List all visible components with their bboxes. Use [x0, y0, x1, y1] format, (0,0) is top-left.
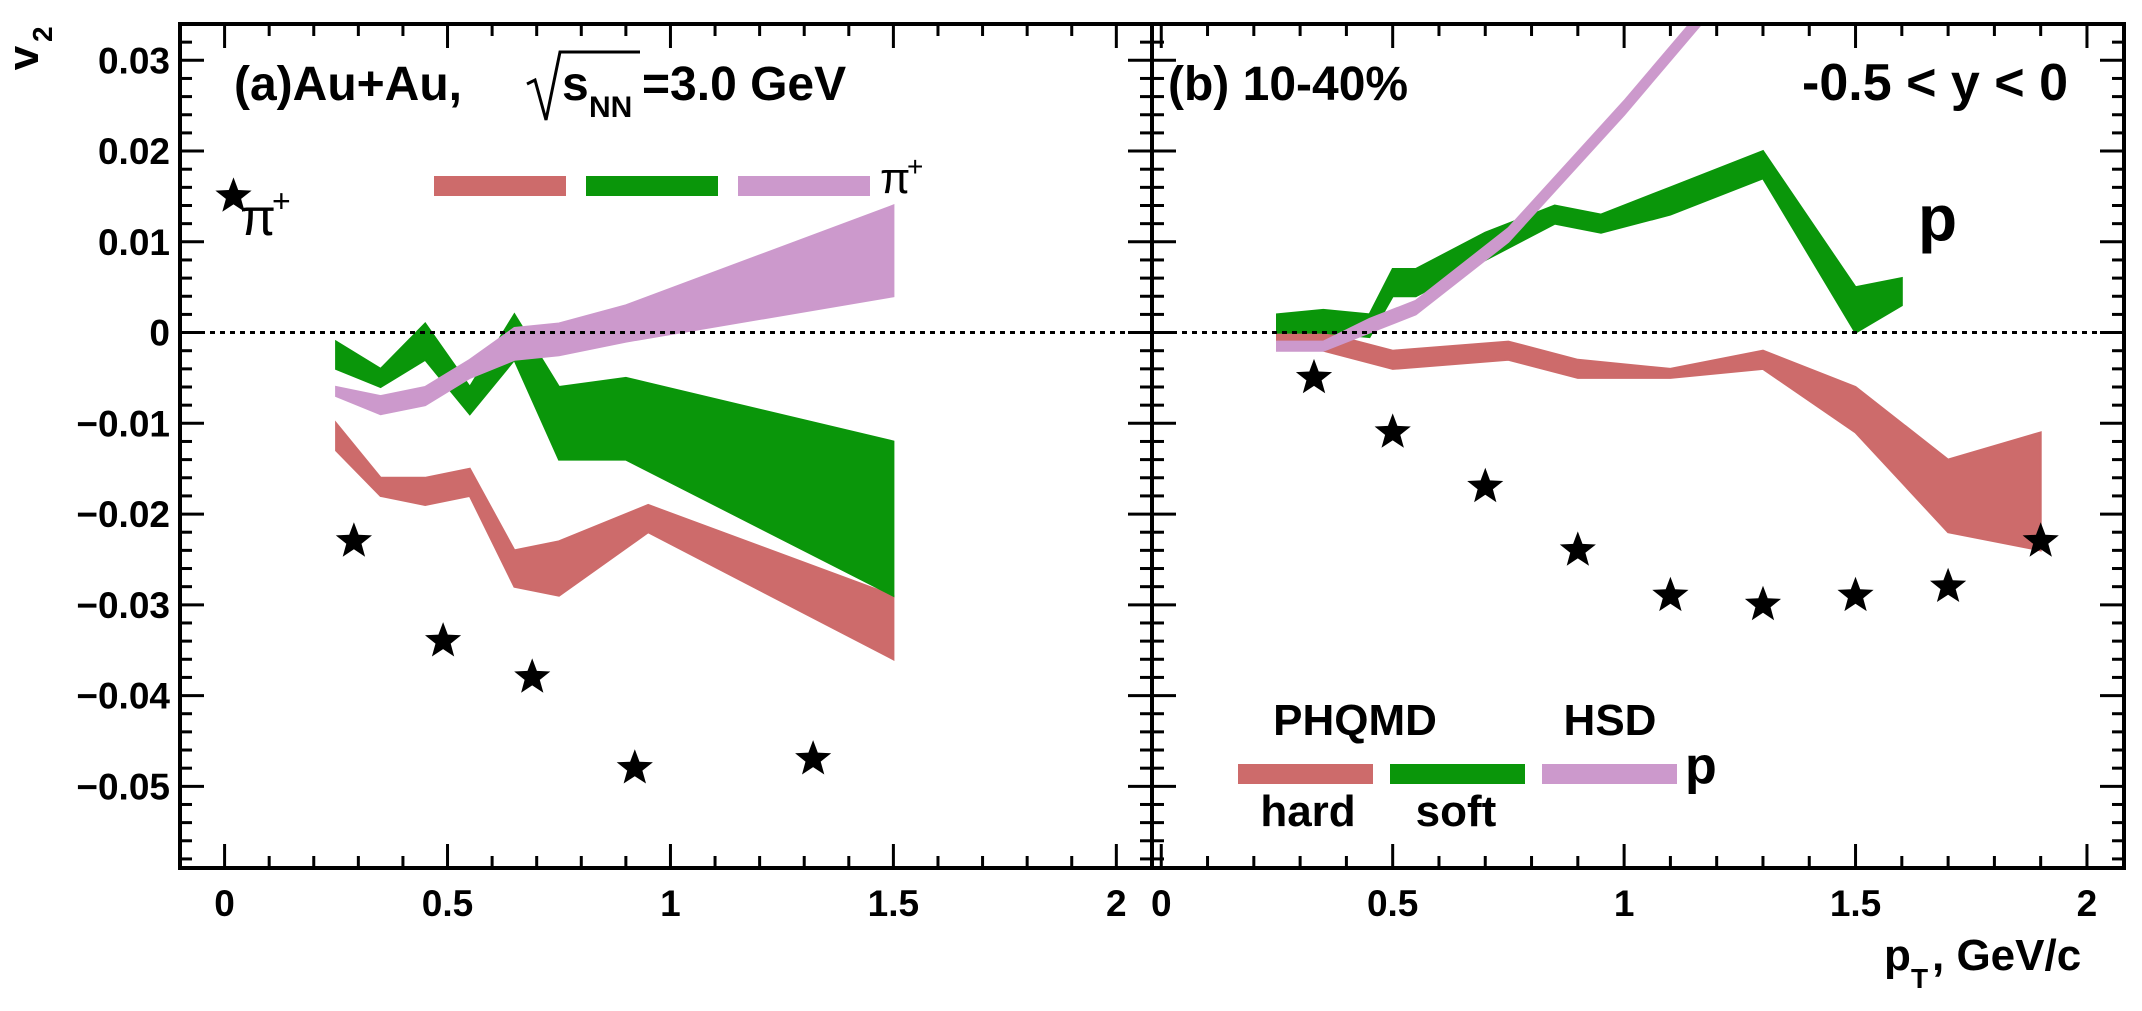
- panel-a-bands: [335, 204, 895, 661]
- panel-b-data-point: [1652, 576, 1689, 612]
- panel-a-band-hard: [335, 420, 895, 661]
- x-tick-label: 1: [1614, 883, 1635, 924]
- x-axis-title-p: p: [1884, 931, 1911, 980]
- x-tick-label: 1.5: [868, 883, 919, 924]
- panel-a-label-sqrt: s: [562, 58, 589, 111]
- panel-b-bands: [1276, 24, 2042, 552]
- legend-b-particle: p: [1685, 737, 1717, 795]
- panel-b-data-point: [1374, 413, 1411, 448]
- sqrt-sign: [526, 50, 640, 121]
- x-tick-label: 1.5: [1830, 883, 1881, 924]
- y-axis-title-sub: 2: [27, 26, 58, 42]
- panel-a-data-point: [514, 658, 551, 693]
- panel-b-x-tick-labels: 0 0.5 1 1.5 2: [1151, 883, 2097, 924]
- panel-b-rapidity: -0.5 < y < 0: [1802, 54, 2068, 112]
- panel-b-data-point: [1295, 358, 1333, 394]
- panel-b-particle: p: [1918, 182, 1957, 254]
- legend-a-soft-swatch: [586, 176, 718, 196]
- x-axis-title-rest: , GeV/c: [1932, 931, 2081, 980]
- x-tick-label: 0.5: [422, 883, 473, 924]
- panel-a-data-point: [616, 749, 653, 784]
- panel-a-label-sub: NN: [589, 91, 632, 124]
- y-tick-label: 0.03: [98, 40, 170, 81]
- x-tick-label: 0: [214, 883, 235, 924]
- panel-a-data-point: [795, 740, 832, 775]
- y-axis-title-v: v: [0, 45, 48, 70]
- panel-b-data-point: [1837, 576, 1874, 612]
- y-tick-labels: 0.03 0.02 0.01 0 −0.01 −0.02 −0.03 −0.04 −0.05: [76, 40, 170, 807]
- panel-b-band-hard: [1276, 331, 2042, 552]
- y-tick-label: 0.01: [98, 222, 170, 263]
- panel-a-x-tick-labels: 0 0.5 1 1.5 2: [214, 883, 1126, 924]
- panel-a-legend: π +: [434, 151, 923, 203]
- legend-a-particle: π: [880, 154, 910, 203]
- panel-a-title: (a)Au+Au, s NN =3.0 GeV: [234, 50, 846, 124]
- panel-b: 0 0.5 1 1.5 2 (b) 10-40% -0.5 < y < 0 p PHQM…: [1150, 22, 2126, 924]
- legend-b-hsd-swatch: [1542, 764, 1677, 784]
- panel-a-data-point: [215, 177, 252, 212]
- y-tick-label: −0.01: [76, 403, 170, 444]
- x-tick-label: 0: [1151, 883, 1172, 924]
- legend-label-hard: hard: [1260, 787, 1355, 836]
- y-tick-label: −0.02: [76, 494, 170, 535]
- panel-a-label-rest: =3.0 GeV: [642, 58, 846, 111]
- panel-a-particle-charge: +: [272, 183, 291, 219]
- legend-b-hard-swatch: [1238, 764, 1373, 784]
- y-tick-label: −0.04: [76, 676, 170, 717]
- legend-a-hard-swatch: [434, 176, 566, 196]
- panel-a-data-points: [215, 177, 832, 784]
- y-axis-title: v 2: [0, 26, 58, 70]
- legend-b-soft-swatch: [1390, 764, 1525, 784]
- panel-b-frame: [1150, 22, 2126, 870]
- panel-b-legend: PHQMD HSD p hard soft: [1238, 696, 1717, 836]
- x-axis-title: p T , GeV/c: [1884, 931, 2081, 994]
- legend-model-phqmd: PHQMD: [1273, 696, 1437, 745]
- panel-b-data-point: [1930, 567, 1967, 602]
- panel-a-data-point: [335, 522, 372, 557]
- panel-a-label-prefix: (a)Au+Au,: [234, 58, 462, 111]
- panel-b-band-hsd: [1276, 24, 1703, 352]
- x-axis-title-sub: T: [1911, 963, 1928, 994]
- legend-a-particle-charge: +: [907, 151, 923, 182]
- panel-a-particle-label: π +: [240, 183, 291, 247]
- legend-model-hsd: HSD: [1564, 696, 1657, 745]
- x-tick-label: 2: [2077, 883, 2098, 924]
- panel-b-data-point: [2022, 522, 2059, 557]
- x-tick-label: 2: [1106, 883, 1127, 924]
- panel-a-band-soft: [335, 312, 895, 598]
- y-tick-label: 0: [149, 313, 170, 354]
- panel-a-data-point: [425, 622, 462, 657]
- panel-b-data-point: [1559, 531, 1596, 566]
- panel-b-data-point: [1744, 585, 1781, 621]
- panel-b-data-point: [1467, 467, 1504, 503]
- y-tick-label: 0.02: [98, 131, 170, 172]
- panel-b-band-soft: [1276, 149, 1903, 339]
- legend-label-soft: soft: [1416, 787, 1497, 836]
- panel-b-centrality: (b) 10-40%: [1168, 58, 1408, 111]
- panel-a-particle: π: [240, 189, 276, 247]
- x-tick-label: 1: [660, 883, 681, 924]
- y-tick-label: −0.03: [76, 585, 170, 626]
- y-tick-label: −0.05: [76, 766, 170, 807]
- panel-a-band-hsd: [335, 204, 895, 416]
- x-tick-label: 0.5: [1367, 883, 1418, 924]
- panel-b-data-points: [1295, 358, 2059, 621]
- legend-a-hsd-swatch: [738, 176, 870, 196]
- panel-a: 0 0.5 1 1.5 2 (a)Au+Au, s NN =3.0 GeV π + π …: [178, 22, 1154, 924]
